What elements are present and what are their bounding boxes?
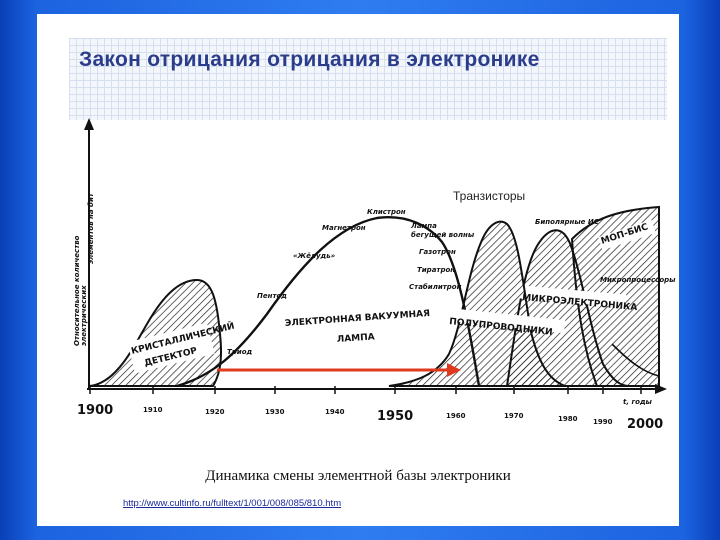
vacuum-lamp-label-1: ЭЛЕКТРОННАЯ ВАКУУМНАЯ [285,309,431,329]
year-1970: 1970 [504,412,524,420]
y-axis-label-2: электрических [80,285,88,346]
year-1940: 1940 [325,408,345,416]
year-1960: 1960 [446,412,466,420]
element-base-diagram: Относительное количество электрических э… [73,118,676,432]
source-link[interactable]: http://www.cultinfo.ru/fulltext/1/001/00… [123,498,342,509]
label-stabilitron: Стабилитрон [409,283,462,291]
label-twt-1: Лампа [410,222,437,230]
year-1990: 1990 [593,418,613,426]
year-1900: 1900 [77,403,113,418]
x-axis-ticks [89,386,642,394]
crystal-detector-label-box [127,322,215,374]
mop-bis-tail [611,343,660,377]
year-2000: 2000 [627,417,663,432]
label-gasotron: Газотрон [419,248,456,256]
label-twt-2: бегущей волны [411,231,475,239]
label-acorn: «Жёлудь» [293,252,336,260]
semiconductors-label-box [446,307,566,334]
mop-bis-label-box [598,219,656,251]
year-1910: 1910 [143,406,163,414]
semiconductors-region [388,220,566,387]
label-thyratron: Тиратрон [417,266,455,274]
year-1930: 1930 [265,408,285,416]
label-klystron: Клистрон [367,208,406,216]
vacuum-lamp-label-2: ЛАМПА [337,332,376,345]
label-microprocessors: Микропроцессоры [600,276,676,284]
year-1950: 1950 [377,409,413,424]
title-band [69,38,667,120]
vacuum-lamp-curve [176,216,481,388]
year-1980: 1980 [558,415,578,423]
y-axis-label-3: элементов на бит [87,192,95,264]
y-axis-arrow [84,118,94,130]
label-magnetron: Магнетрон [322,224,366,232]
year-1920: 1920 [205,408,225,416]
slide-title: Закон отрицания отрицания в электронике [79,48,540,71]
diagram-caption: Динамика смены элементной базы электрони… [205,468,511,484]
red-arrow-head [447,363,461,377]
axis-unit-label: t, годы [623,398,653,406]
label-bipolar-ic: Биполярные ИС [535,218,600,226]
slide: Закон отрицания отрицания в электронике … [37,14,679,526]
label-pentode: Пентод [257,292,287,300]
label-transistors: Транзисторы [453,189,525,203]
microelectronics-label-box [519,285,627,308]
y-axis-label-1: Относительное количество [73,235,81,346]
label-triode: Триод [227,348,252,356]
